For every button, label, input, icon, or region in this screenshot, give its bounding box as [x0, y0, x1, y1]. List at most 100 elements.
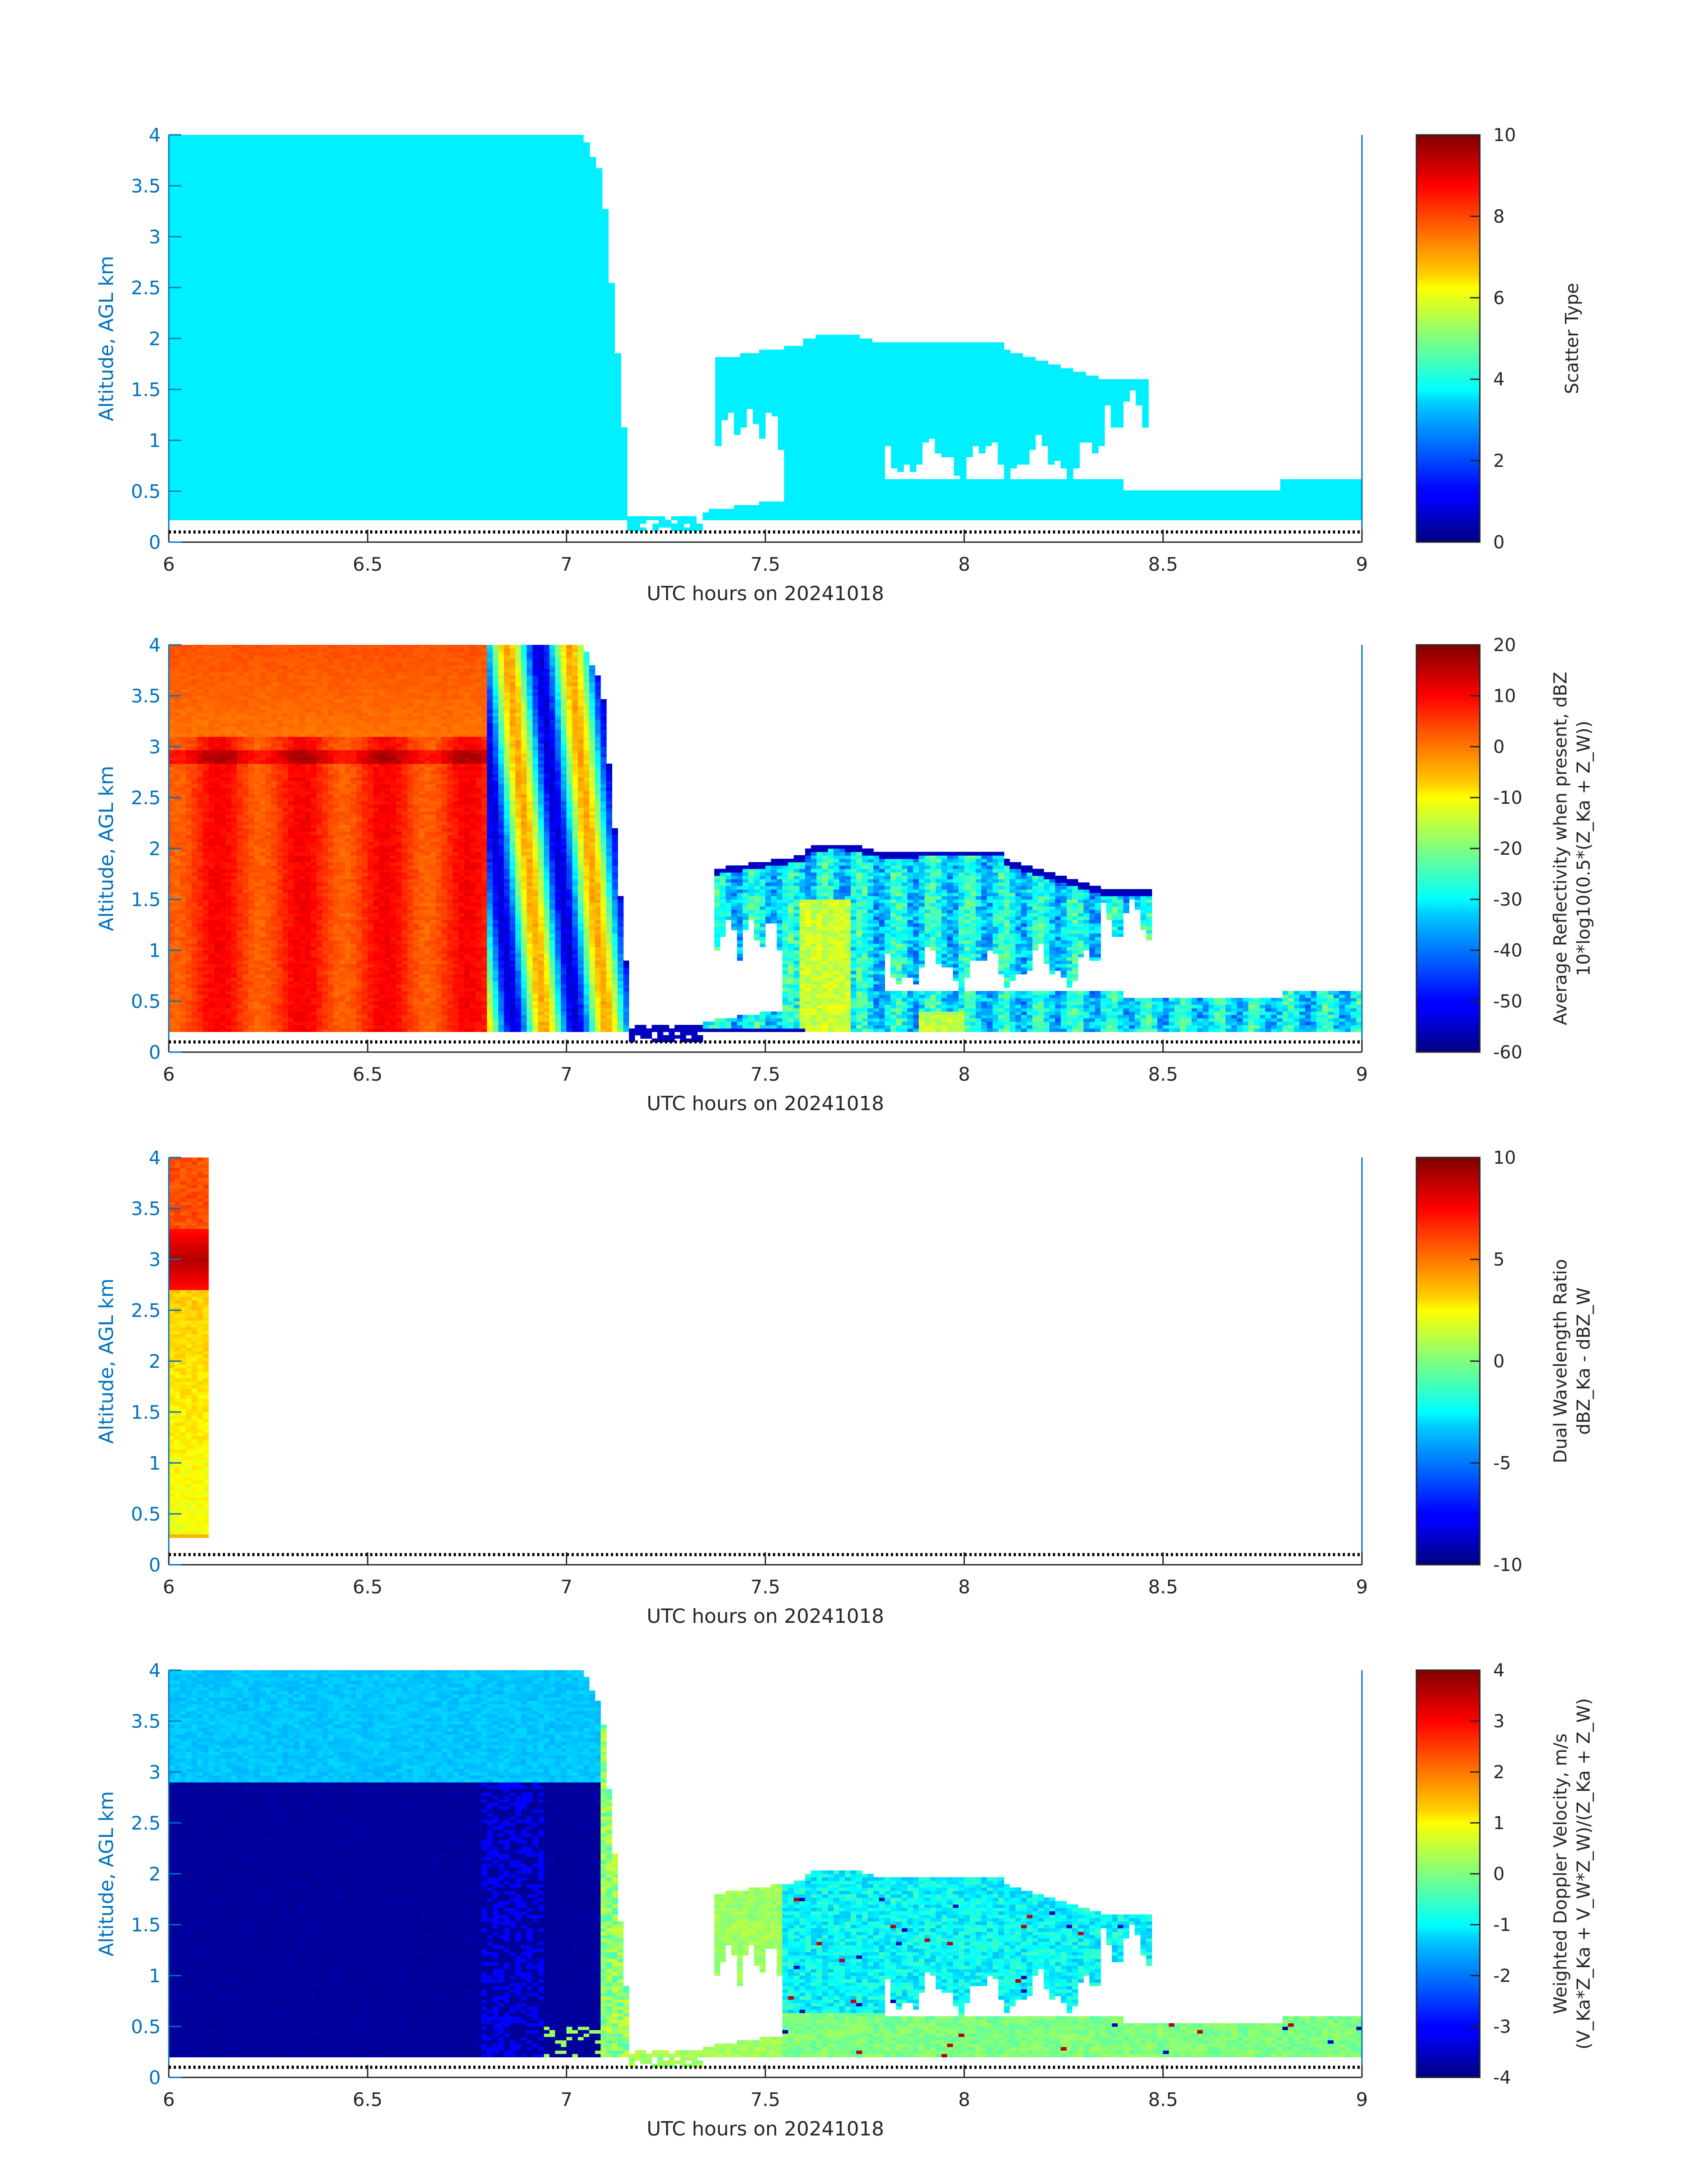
heatmap-cell [213, 479, 220, 483]
heatmap-cell [326, 475, 333, 480]
heatmap-cell [194, 213, 200, 217]
heatmap-cell [357, 164, 364, 169]
heatmap-cell [307, 216, 314, 221]
heatmap-cell [332, 338, 339, 343]
heatmap-cell [445, 272, 452, 276]
heatmap-cell [269, 146, 276, 150]
heatmap-cell [357, 179, 364, 184]
heatmap-cell [175, 264, 182, 269]
heatmap-cell [438, 331, 446, 335]
heatmap-cell [238, 357, 245, 361]
heatmap-cell [363, 390, 370, 394]
heatmap-cell [219, 475, 226, 480]
heatmap-cell [426, 231, 433, 235]
heatmap-cell [250, 268, 257, 272]
heatmap-cell [313, 383, 320, 387]
heatmap-cell [332, 183, 339, 187]
heatmap-cell [282, 497, 288, 502]
heatmap-cell [301, 135, 307, 139]
heatmap-cell [357, 268, 364, 272]
heatmap-cell [407, 150, 414, 154]
heatmap-cell [206, 435, 213, 439]
heatmap-cell [357, 187, 364, 191]
heatmap-cell [169, 479, 175, 483]
heatmap-cell [250, 460, 257, 465]
heatmap-cell [301, 460, 307, 465]
heatmap-cell [282, 394, 288, 398]
heatmap-cell [464, 179, 471, 184]
heatmap-cell [238, 309, 245, 313]
heatmap-cell [326, 153, 333, 158]
heatmap-cell [206, 294, 213, 298]
heatmap-cell [420, 294, 427, 298]
heatmap-cell [319, 276, 326, 280]
heatmap-cell [395, 297, 401, 302]
heatmap-cell [332, 368, 339, 372]
heatmap-cell [282, 213, 288, 217]
heatmap-cell [231, 516, 238, 520]
heatmap-cell [376, 153, 383, 158]
heatmap-cell [313, 390, 320, 394]
heatmap-cell [219, 194, 226, 198]
heatmap-cell [313, 446, 320, 450]
heatmap-cell [376, 390, 383, 394]
heatmap-cell [464, 246, 471, 250]
heatmap-cell [200, 264, 207, 269]
heatmap-cell [395, 505, 401, 509]
heatmap-cell [363, 297, 370, 302]
heatmap-cell [363, 272, 370, 276]
heatmap-cell [206, 205, 213, 209]
heatmap-cell [225, 279, 232, 284]
heatmap-cell [457, 283, 464, 287]
heatmap-cell [382, 190, 389, 195]
heatmap-cell [213, 294, 220, 298]
heatmap-cell [338, 297, 345, 302]
heatmap-cell [263, 438, 270, 443]
heatmap-cell [438, 290, 446, 295]
heatmap-cell [338, 501, 345, 506]
heatmap-cell [407, 194, 414, 198]
heatmap-cell [188, 420, 194, 424]
heatmap-cell [401, 238, 408, 242]
heatmap-cell [244, 276, 251, 280]
heatmap-cell [319, 338, 326, 343]
heatmap-cell [263, 342, 270, 347]
heatmap-cell [407, 394, 414, 398]
heatmap-cell [294, 338, 301, 343]
heatmap-cell [326, 224, 333, 228]
heatmap-cell [206, 327, 213, 331]
heatmap-cell [351, 142, 358, 146]
heatmap-cell [319, 472, 326, 476]
heatmap-cell [319, 423, 326, 428]
heatmap-cell [206, 372, 213, 376]
heatmap-cell [326, 386, 333, 391]
heatmap-cell [370, 224, 376, 228]
heatmap-cell [332, 405, 339, 409]
heatmap-cell [326, 297, 333, 302]
heatmap-cell [263, 253, 270, 258]
heatmap-cell [388, 264, 395, 269]
heatmap-cell [231, 253, 238, 258]
heatmap-cell [313, 460, 320, 465]
heatmap-cell [326, 313, 333, 317]
heatmap-cell [206, 512, 213, 517]
heatmap-cell [244, 494, 251, 498]
heatmap-cell [282, 205, 288, 209]
heatmap-cell [376, 497, 383, 502]
heatmap-cell [219, 283, 226, 287]
heatmap-cell [388, 164, 395, 169]
heatmap-cell [231, 171, 238, 176]
heatmap-cell [250, 446, 257, 450]
heatmap-cell [457, 438, 464, 443]
heatmap-cell [206, 323, 213, 328]
heatmap-cell [307, 512, 314, 517]
heatmap-cell [407, 323, 414, 328]
heatmap-cell [194, 316, 200, 321]
heatmap-cell [401, 250, 408, 254]
heatmap-cell [395, 464, 401, 468]
heatmap-cell [464, 272, 471, 276]
heatmap-cell [169, 423, 175, 428]
heatmap-cell [219, 331, 226, 335]
heatmap-cell [194, 260, 200, 265]
heatmap-cell [388, 279, 395, 284]
